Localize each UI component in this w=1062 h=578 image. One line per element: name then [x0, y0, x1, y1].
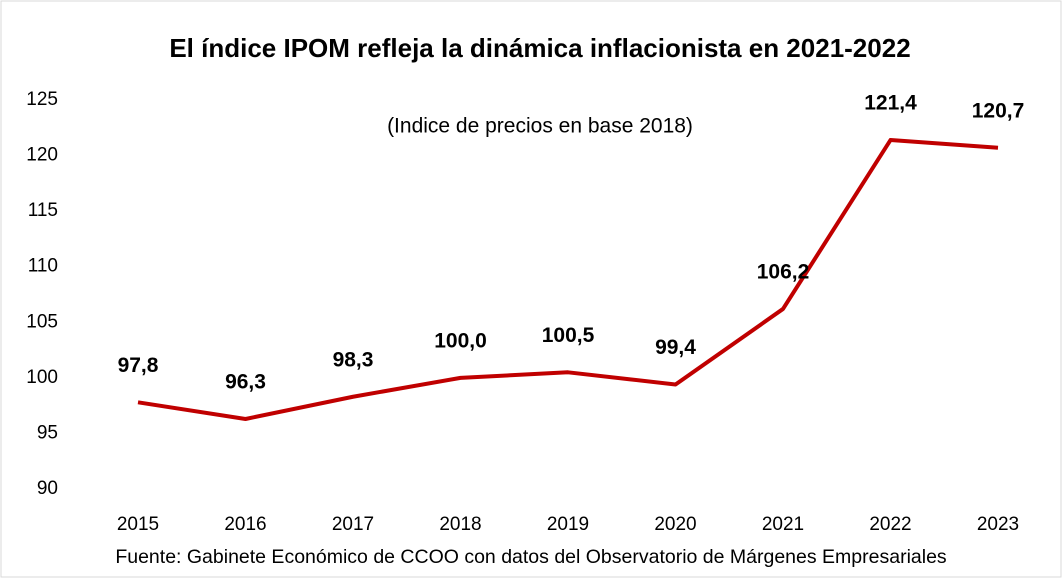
- data-label: 100,0: [434, 329, 487, 352]
- data-line: [137, 138, 999, 421]
- x-tick-label: 2016: [224, 514, 266, 535]
- data-label: 99,4: [655, 336, 696, 359]
- data-label: 121,4: [864, 92, 917, 115]
- x-tick-label: 2021: [762, 514, 804, 535]
- source-note: Fuente: Gabinete Económico de CCOO con d…: [115, 546, 947, 568]
- y-tick-label: 125: [26, 89, 58, 110]
- chart-subtitle: (Indice de precios en base 2018): [387, 115, 693, 138]
- chart-title: El índice IPOM refleja la dinámica infla…: [169, 33, 911, 63]
- data-label: 100,5: [542, 324, 595, 347]
- data-label: 120,7: [972, 99, 1025, 122]
- x-tick-label: 2022: [869, 514, 911, 535]
- x-tick-label: 2017: [332, 514, 374, 535]
- x-tick-label: 2023: [977, 514, 1019, 535]
- y-tick-label: 110: [28, 256, 58, 277]
- data-label: 96,3: [225, 371, 266, 394]
- data-label: 98,3: [333, 348, 374, 371]
- y-tick-label: 115: [28, 200, 58, 221]
- y-tick-label: 105: [26, 311, 58, 332]
- data-label: 97,8: [118, 354, 159, 377]
- y-tick-label: 120: [26, 145, 58, 166]
- y-tick-label: 100: [26, 367, 58, 388]
- x-tick-label: 2020: [654, 514, 696, 535]
- x-tick-label: 2019: [547, 514, 589, 535]
- y-tick-label: 95: [37, 422, 58, 443]
- y-tick-label: 90: [37, 478, 58, 499]
- x-tick-label: 2015: [117, 514, 159, 535]
- data-label: 106,2: [757, 260, 810, 283]
- x-tick-label: 2018: [439, 514, 481, 535]
